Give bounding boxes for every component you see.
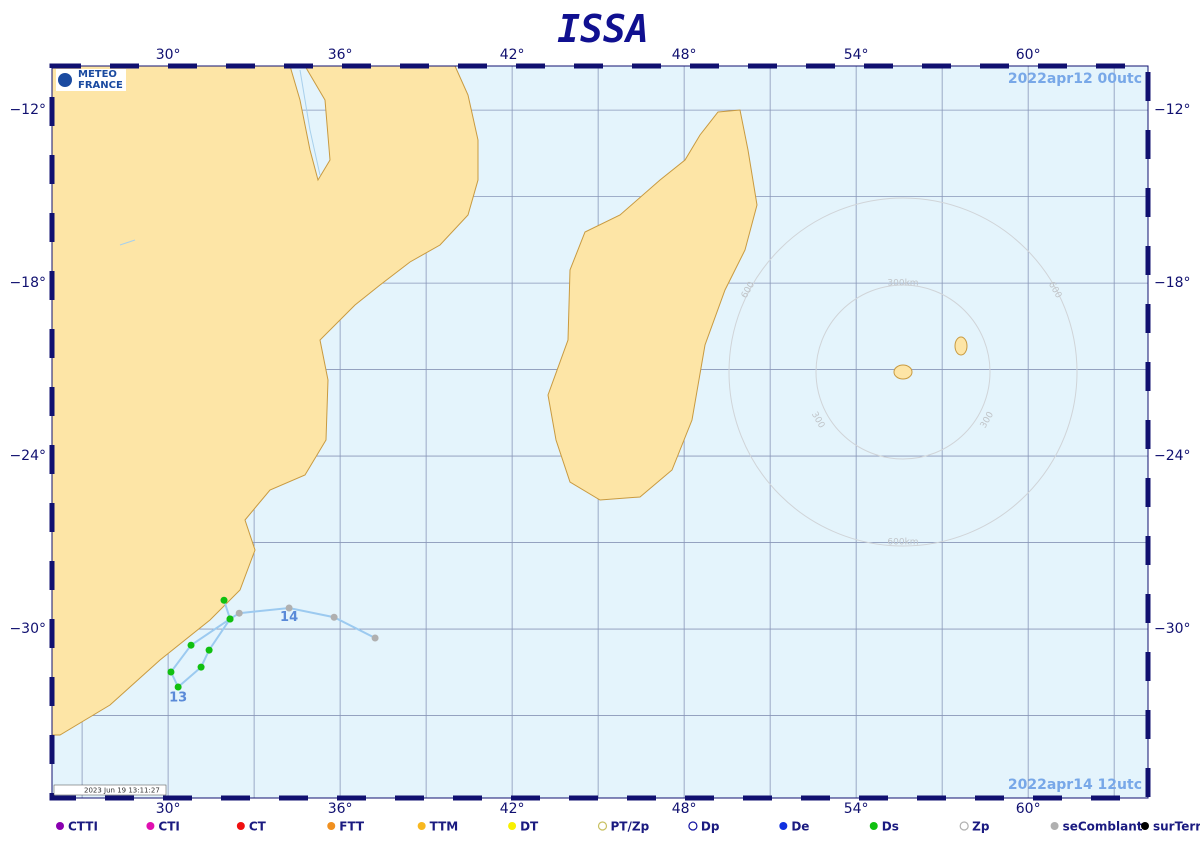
legend: CTTI CTI CT FTT TTM DT PT/Zp Dp De Ds Zp seComblant…	[56, 820, 1200, 834]
ring-label: 600km	[887, 538, 918, 548]
logo-text: METEO	[78, 69, 117, 80]
track-point	[371, 634, 379, 642]
timestamp-box	[53, 784, 167, 796]
legend-label: seComblant	[1063, 820, 1143, 834]
lon-tick-label: 42°	[500, 47, 525, 63]
legend-swatch	[959, 821, 969, 831]
ticks: 30° 30° 36° 36° 42° 42° 48° 48° 54° 54° 60° 60° −12°…	[9, 47, 1190, 817]
ring-600	[728, 197, 1078, 547]
legend-swatch	[146, 822, 155, 830]
lon-tick-label: 48°	[672, 801, 697, 817]
track-point	[226, 615, 234, 623]
legend-swatch	[236, 822, 245, 830]
legend-swatch	[327, 822, 336, 830]
lat-tick-label: −30°	[1154, 621, 1191, 637]
africa	[51, 65, 479, 736]
legend-swatch	[508, 822, 517, 830]
legend-label: FTT	[339, 820, 365, 834]
lat-tick-label: −24°	[1154, 448, 1191, 464]
legend-label: TTM	[430, 820, 459, 834]
legend-label: DT	[520, 820, 539, 834]
frame-dashes	[49, 63, 1151, 801]
lon-tick-label: 30°	[156, 47, 181, 63]
lon-tick-label: 30°	[156, 801, 181, 817]
legend-label: Dp	[701, 820, 720, 834]
legend-label: CT	[249, 820, 267, 834]
lon-tick-label: 42°	[500, 801, 525, 817]
lon-tick-label: 36°	[328, 801, 353, 817]
legend-swatch	[597, 821, 608, 831]
ring-300	[815, 284, 991, 460]
legend-swatch	[1050, 822, 1059, 830]
legend-swatch	[869, 822, 878, 830]
track-line	[169, 599, 376, 689]
lon-tick-label: 54°	[844, 47, 869, 63]
reunion	[893, 364, 913, 380]
track-point	[220, 596, 228, 604]
title: ISSA	[557, 7, 649, 51]
track-point	[205, 646, 213, 654]
legend-label: CTTI	[68, 820, 98, 834]
date-end: 2022apr14 12utc	[1008, 777, 1142, 793]
legend-label: surTerre	[1153, 820, 1200, 834]
madagascar	[547, 109, 758, 501]
ring-label: 300km	[887, 279, 918, 289]
legend-swatch	[56, 822, 64, 830]
track-point	[174, 683, 182, 691]
logo-box	[56, 69, 126, 91]
lakes	[119, 69, 321, 246]
lat-tick-label: −12°	[1154, 102, 1191, 118]
legend-label: De	[791, 820, 809, 834]
lat-tick-label: −18°	[9, 275, 46, 291]
mauritius	[954, 336, 968, 356]
track: 13 14	[167, 596, 379, 706]
legend-label: Zp	[972, 820, 990, 834]
lat-tick-label: −24°	[9, 448, 46, 464]
lon-tick-label: 60°	[1016, 801, 1041, 817]
legend-label: PT/Zp	[611, 820, 650, 834]
legend-swatch	[1141, 822, 1149, 830]
track-point	[197, 663, 205, 671]
legend-label: CTI	[158, 820, 179, 834]
track-point	[285, 604, 293, 612]
track-point	[330, 613, 338, 621]
date-start: 2022apr12 00utc	[1008, 71, 1142, 87]
legend-swatch	[688, 821, 698, 831]
legend-swatch	[779, 822, 788, 830]
track-label: 14	[280, 610, 298, 625]
track-label: 13	[169, 691, 187, 706]
track-point	[167, 668, 175, 676]
lat-tick-label: −18°	[1154, 275, 1191, 291]
lon-tick-label: 36°	[328, 47, 353, 63]
logo-text: FRANCE	[78, 80, 123, 91]
logo-icon	[58, 73, 72, 87]
legend-swatch	[417, 822, 426, 830]
legend-label: Ds	[882, 820, 899, 834]
lon-tick-label: 60°	[1016, 47, 1041, 63]
track-point	[235, 609, 243, 617]
timestamp: 2023 Jun 19 13:11:27	[84, 787, 160, 795]
lon-tick-label: 48°	[672, 47, 697, 63]
track-point	[187, 641, 195, 649]
lat-tick-label: −30°	[9, 621, 46, 637]
lat-tick-label: −12°	[9, 102, 46, 118]
lon-tick-label: 54°	[844, 801, 869, 817]
